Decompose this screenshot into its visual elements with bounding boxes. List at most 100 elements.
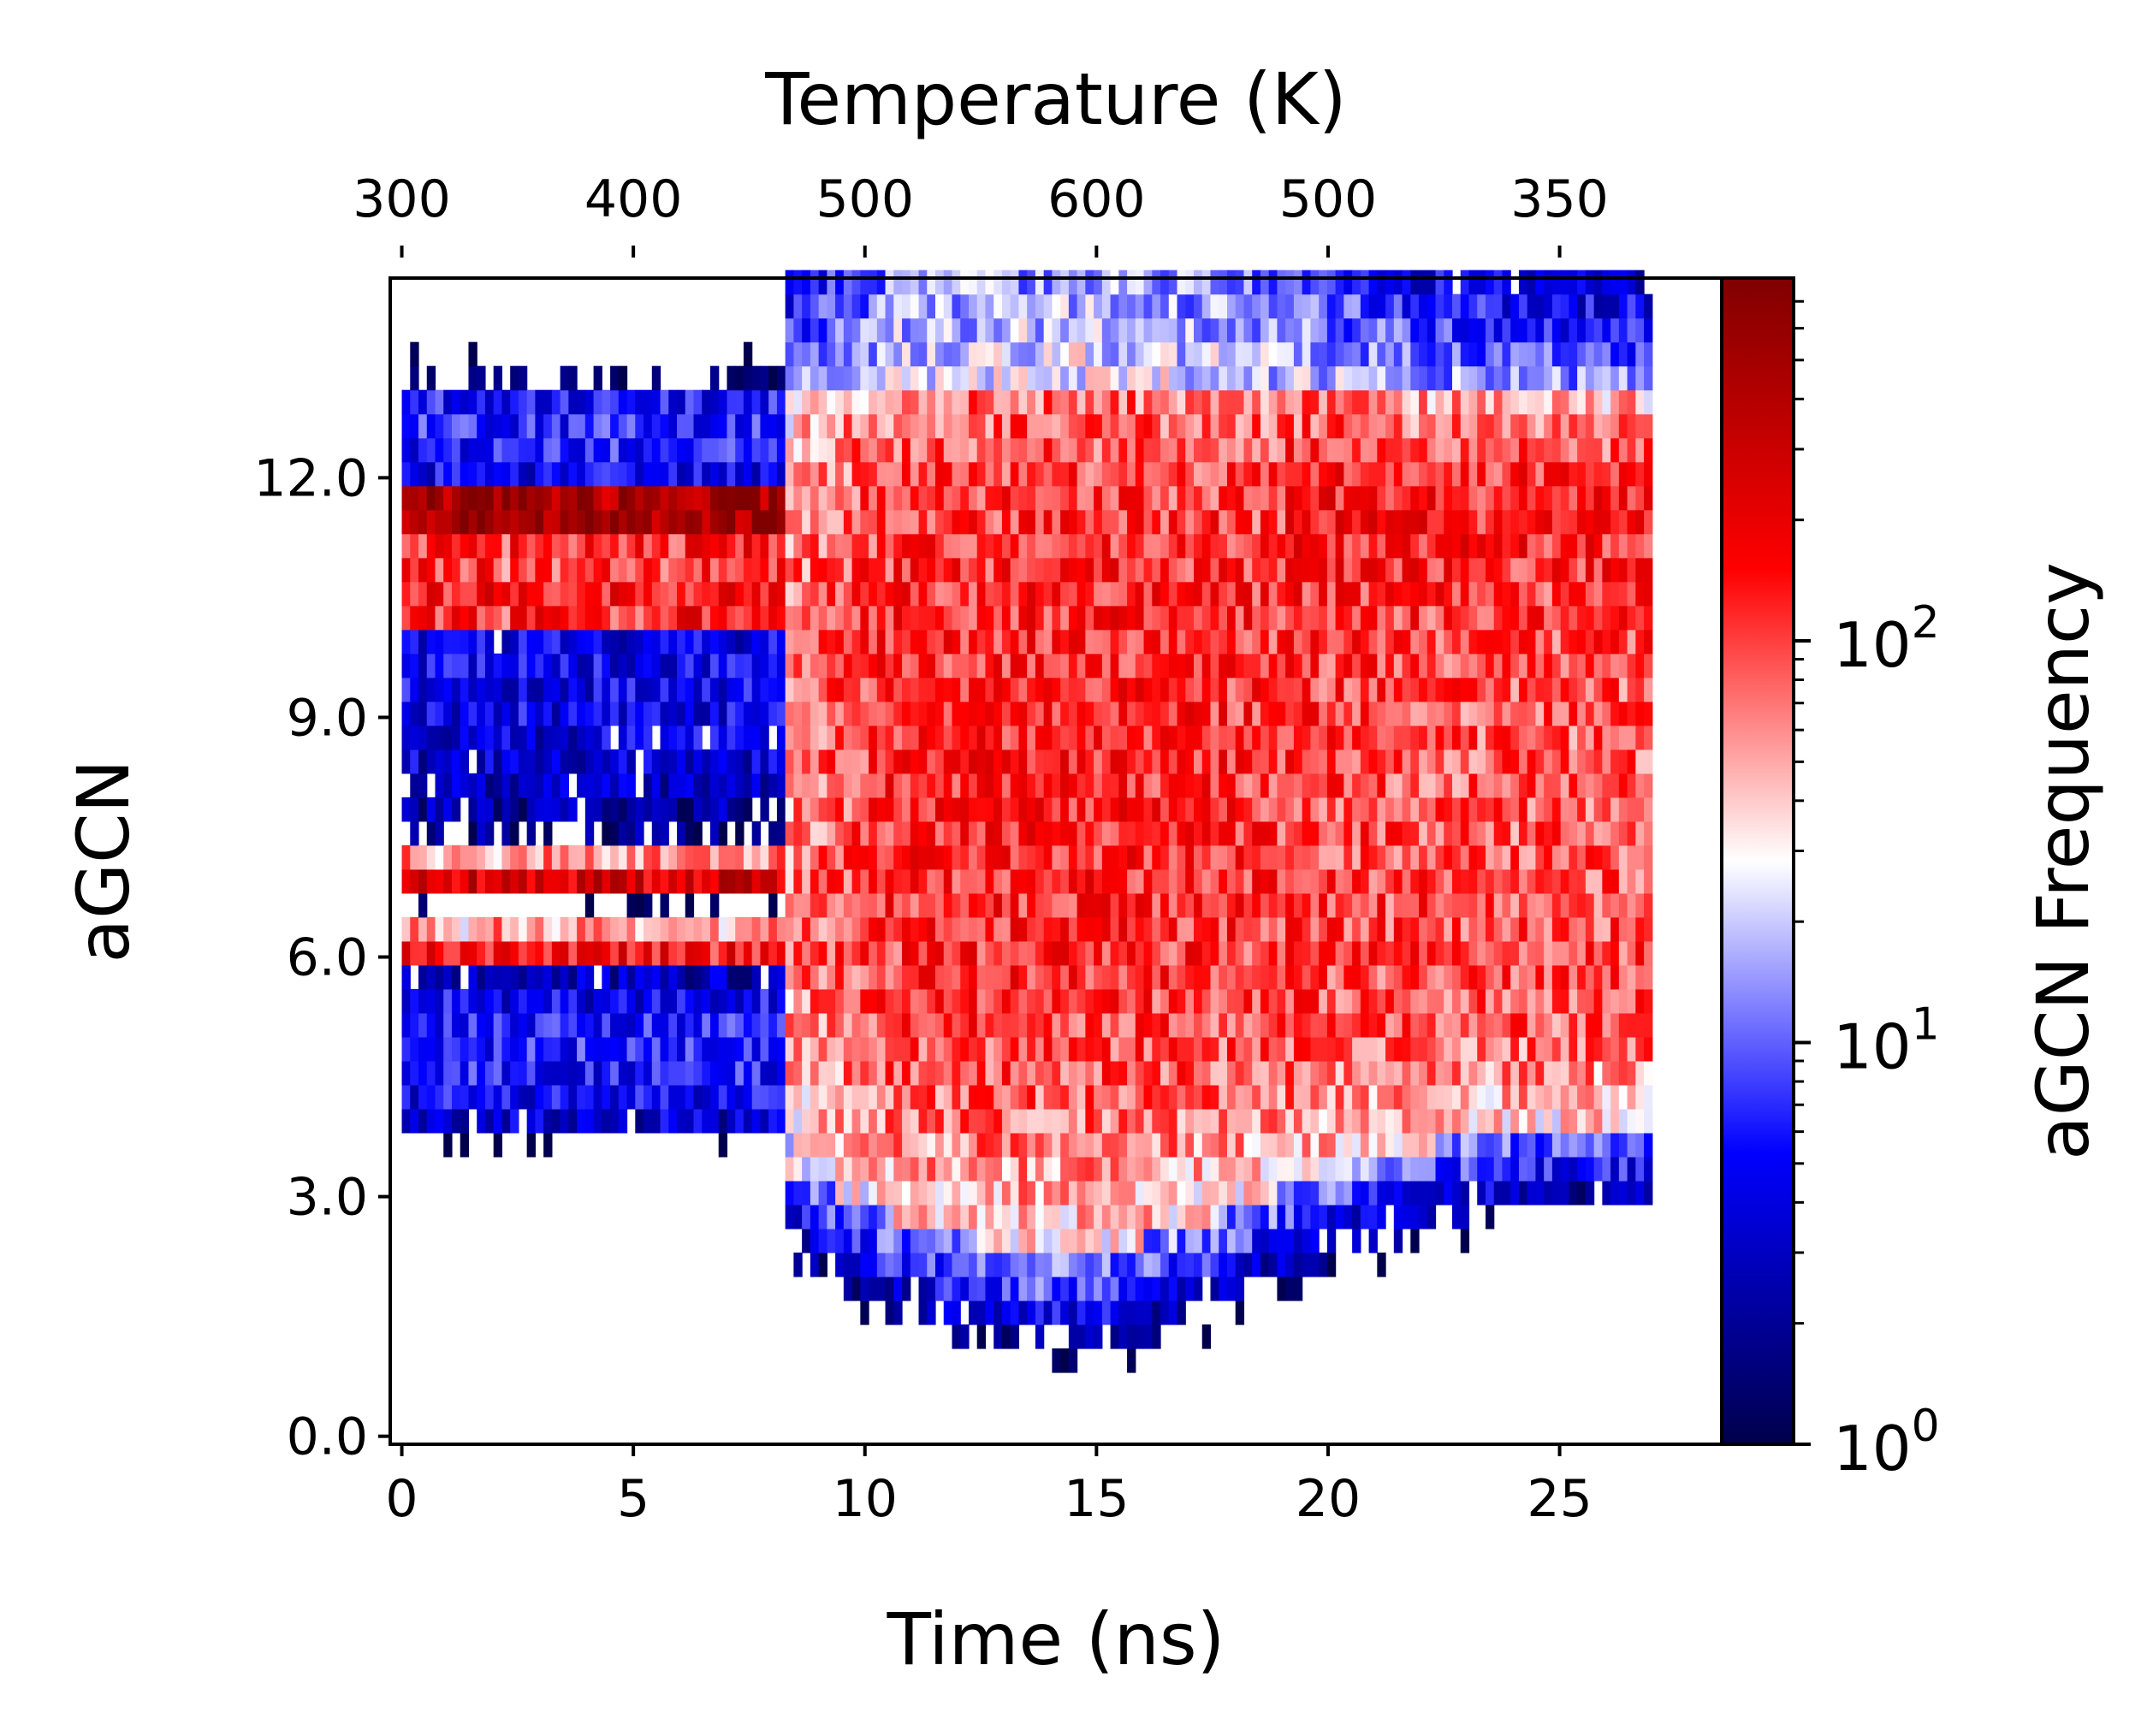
heatmap-cell	[1235, 988, 1245, 1014]
heatmap-cell	[1052, 389, 1061, 415]
heatmap-cell	[702, 509, 711, 535]
heatmap-cell	[827, 605, 836, 631]
heatmap-cell	[1152, 1276, 1161, 1301]
heatmap-cell	[918, 533, 928, 559]
heatmap-cell	[876, 605, 887, 631]
heatmap-cell	[1185, 605, 1195, 631]
heatmap-cell	[1360, 341, 1370, 367]
heatmap-cell	[1310, 629, 1320, 655]
heatmap-cell	[1135, 461, 1145, 487]
heatmap-cell	[843, 1036, 853, 1062]
heatmap-cell	[1168, 1180, 1178, 1206]
heatmap-cell	[584, 868, 595, 894]
heatmap-cell	[510, 844, 519, 870]
heatmap-cell	[626, 821, 636, 846]
heatmap-cell	[1268, 701, 1278, 726]
heatmap-cell	[435, 1060, 444, 1086]
heatmap-cell	[451, 629, 461, 655]
heatmap-cell	[735, 1084, 744, 1110]
heatmap-cell	[743, 605, 753, 631]
heatmap-cell	[1477, 677, 1486, 702]
heatmap-cell	[1277, 988, 1286, 1014]
heatmap-cell	[1310, 988, 1320, 1014]
heatmap-cell	[968, 1108, 978, 1134]
heatmap-cell	[1118, 1132, 1128, 1158]
heatmap-cell	[776, 797, 786, 822]
heatmap-cell	[835, 1060, 845, 1086]
heatmap-cell	[1352, 437, 1361, 463]
heatmap-cell	[668, 1036, 678, 1062]
heatmap-cell	[1468, 821, 1478, 846]
heatmap-cell	[1335, 964, 1344, 990]
heatmap-cell	[1035, 485, 1045, 511]
heatmap-cell	[952, 509, 961, 535]
heatmap-cell	[935, 293, 945, 319]
heatmap-cell	[1168, 581, 1178, 607]
heatmap-cell	[1477, 533, 1486, 559]
heatmap-cell	[885, 413, 894, 439]
heatmap-cell	[1468, 677, 1478, 702]
heatmap-cell	[651, 821, 661, 846]
heatmap-cell	[1285, 988, 1295, 1014]
heatmap-cell	[493, 1036, 503, 1062]
heatmap-cell	[568, 389, 578, 415]
heatmap-cell	[426, 1060, 436, 1086]
heatmap-cell	[1485, 1012, 1495, 1038]
heatmap-cell	[1277, 940, 1286, 966]
heatmap-cell	[885, 1180, 894, 1206]
heatmap-cell	[1352, 389, 1361, 415]
heatmap-cell	[835, 940, 845, 966]
heatmap-cell	[1226, 677, 1237, 702]
heatmap-cell	[952, 437, 961, 463]
heatmap-cell	[1485, 773, 1495, 798]
heatmap-cell	[768, 701, 778, 726]
heatmap-cell	[851, 797, 861, 822]
heatmap-cell	[451, 749, 461, 774]
heatmap-cell	[568, 653, 578, 678]
heatmap-cell	[1219, 293, 1228, 319]
heatmap-cell	[993, 797, 1003, 822]
heatmap-cell	[1293, 1156, 1303, 1182]
heatmap-cell	[1360, 629, 1370, 655]
heatmap-cell	[1001, 365, 1011, 391]
heatmap-cell	[776, 988, 786, 1014]
heatmap-cell	[843, 1228, 853, 1253]
heatmap-cell	[1118, 293, 1128, 319]
heatmap-cell	[1368, 557, 1378, 583]
heatmap-cell	[1127, 461, 1136, 487]
heatmap-cell	[1393, 1060, 1403, 1086]
heatmap-cell	[1285, 797, 1295, 822]
heatmap-cell	[1310, 1108, 1320, 1134]
heatmap-cell	[1127, 1348, 1136, 1373]
heatmap-cell	[1485, 1060, 1495, 1086]
heatmap-cell	[743, 797, 753, 822]
heatmap-cell	[1060, 988, 1070, 1014]
heatmap-cell	[1460, 317, 1470, 343]
heatmap-cell	[709, 1036, 720, 1062]
heatmap-cell	[401, 509, 411, 535]
heatmap-cell	[1285, 605, 1295, 631]
heatmap-cell	[1319, 964, 1328, 990]
heatmap-cell	[1368, 701, 1378, 726]
heatmap-cell	[993, 773, 1003, 798]
heatmap-cell	[1419, 293, 1428, 319]
heatmap-cell	[893, 749, 903, 774]
heatmap-cell	[910, 365, 920, 391]
heatmap-cell	[660, 964, 669, 990]
heatmap-cell	[584, 892, 595, 918]
heatmap-cell	[693, 1012, 703, 1038]
heatmap-cell	[785, 821, 794, 846]
heatmap-cell	[451, 1060, 461, 1086]
heatmap-cell	[785, 317, 794, 343]
heatmap-cell	[584, 509, 595, 535]
heatmap-cell	[1468, 461, 1478, 487]
heatmap-cell	[693, 1084, 703, 1110]
heatmap-cell	[927, 892, 936, 918]
heatmap-cell	[518, 844, 528, 870]
heatmap-cell	[1160, 437, 1170, 463]
heatmap-cell	[1252, 1036, 1261, 1062]
heatmap-cell	[443, 988, 453, 1014]
heatmap-cell	[618, 389, 628, 415]
heatmap-cell	[626, 1060, 636, 1086]
heatmap-cell	[1194, 844, 1203, 870]
